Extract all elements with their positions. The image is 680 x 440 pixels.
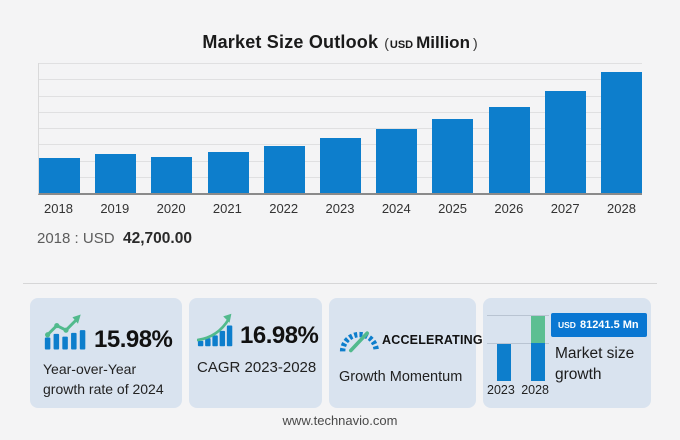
mini-bar-2023 [497, 344, 511, 381]
x-axis-label-2018: 2018 [44, 201, 73, 216]
gridline [39, 63, 642, 64]
base-year-annotation: 2018 : USD 42,700.00 [37, 230, 192, 248]
bar-2022 [263, 145, 305, 193]
x-axis-label-2021: 2021 [212, 201, 242, 216]
bar-2028 [600, 71, 642, 193]
gridline [39, 128, 642, 129]
x-axis-label-2024: 2024 [381, 201, 411, 216]
mini-gridline-top [487, 315, 549, 316]
base-year-prefix: 2018 : USD [37, 230, 115, 247]
bar-2020 [151, 157, 193, 193]
momentum-label: Growth Momentum [339, 369, 463, 385]
gridline [39, 111, 642, 113]
bar-2018 [39, 158, 80, 193]
mini-bar-chart: 2023 2028 [487, 312, 549, 400]
mini-x-axis-labels: 2023 2028 [487, 383, 549, 397]
x-axis-labels: 2018 2019 2020 2021 2022 2023 2024 2025 2026 2027… [38, 201, 642, 216]
badge-currency: USD [558, 320, 576, 330]
card-growth-momentum: ACCELERATING Growth Momentum [329, 298, 483, 408]
section-divider [23, 283, 657, 284]
mini-bar-2028-growth-segment [531, 316, 545, 343]
bar-series [39, 63, 642, 193]
mini-bar-2028 [531, 343, 545, 381]
x-axis-label-2026: 2026 [494, 201, 524, 216]
bar-2027 [544, 91, 586, 193]
mini-x-label-2023: 2023 [487, 383, 515, 397]
x-axis-label-2023: 2023 [325, 201, 355, 216]
plot-area [38, 63, 642, 195]
card-market-size-growth: 2023 2028 USD 81241.5 Mn Market size gro… [483, 298, 651, 408]
card-momentum-top: ACCELERATING [329, 298, 483, 355]
x-axis-label-2025: 2025 [438, 201, 468, 216]
x-axis-label-2028: 2028 [607, 201, 636, 216]
momentum-status: ACCELERATING [382, 333, 483, 347]
growth-amount-badge: USD 81241.5 Mn [551, 313, 647, 337]
yoy-growth-label: Year-over-Year growth rate of 2024 [43, 361, 164, 398]
bar-2024 [376, 128, 418, 193]
mini-gridline-mid [487, 343, 549, 344]
gridline [39, 95, 642, 97]
badge-amount: 81241.5 Mn [579, 319, 639, 331]
website-url: www.technavio.com [282, 413, 398, 428]
card-yoy-top: 15.98% [30, 298, 182, 352]
paren-open: ( [384, 35, 389, 51]
unit-scale: Million [416, 33, 470, 52]
paren-close: ) [472, 35, 478, 51]
cagr-label: CAGR 2023-2028 [197, 359, 317, 376]
x-axis-label-2019: 2019 [100, 201, 130, 216]
x-axis-label-2027: 2027 [550, 201, 580, 216]
bar-chart-trendline-icon [43, 312, 89, 352]
yoy-growth-value: 15.98% [94, 326, 173, 353]
card-cagr-top: 16.98% [189, 298, 322, 348]
chart-title: Market Size Outlook (USD Million) [0, 32, 680, 53]
mini-x-label-2028: 2028 [521, 383, 549, 397]
bar-2019 [95, 153, 137, 193]
chart-title-text: Market Size Outlook [202, 32, 379, 52]
ascending-bars-arrow-icon [197, 312, 235, 348]
x-axis-label-2022: 2022 [269, 201, 299, 216]
x-axis-label-2020: 2020 [156, 201, 186, 216]
base-year-value: 42,700.00 [123, 230, 192, 247]
bar-2023 [319, 137, 361, 193]
unit-currency: USD [389, 39, 414, 51]
speedometer-icon [339, 325, 379, 355]
bar-2026 [488, 106, 530, 193]
bar-2021 [207, 151, 249, 193]
market-size-growth-label: Market size growth [555, 345, 635, 383]
bar-2025 [432, 119, 474, 193]
card-yoy-growth: 15.98% Year-over-Year growth rate of 202… [30, 298, 182, 408]
card-cagr: 16.98% CAGR 2023-2028 [189, 298, 322, 408]
cagr-value: 16.98% [240, 322, 319, 349]
gridline [39, 79, 642, 81]
